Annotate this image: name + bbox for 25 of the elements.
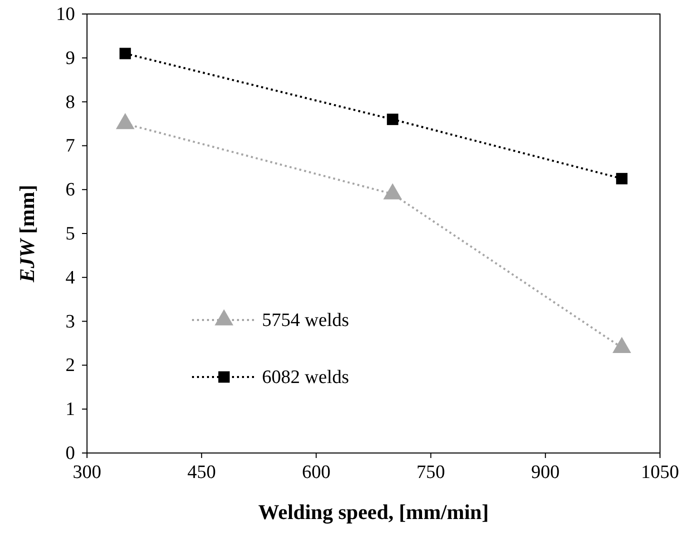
legend-label: 5754 welds — [262, 310, 350, 331]
x-tick-label: 1050 — [641, 462, 679, 483]
y-tick-label: 7 — [66, 136, 75, 157]
y-tick-label: 1 — [66, 399, 75, 420]
legend-label: 6082 welds — [262, 367, 350, 388]
x-tick-label: 750 — [416, 462, 446, 483]
x-tick-label: 600 — [302, 462, 330, 483]
y-tick-label: 9 — [66, 48, 75, 69]
y-tick-label: 3 — [66, 311, 75, 332]
y-tick-label: 0 — [66, 443, 75, 464]
x-tick-label: 900 — [531, 462, 560, 483]
point — [616, 172, 628, 184]
y-tick-label: 2 — [66, 355, 75, 376]
y-tick-label: 4 — [66, 267, 76, 288]
point — [612, 336, 632, 354]
y-tick-label: 10 — [56, 4, 75, 25]
x-tick-label: 300 — [72, 462, 102, 483]
y-tick-label: 8 — [66, 92, 75, 113]
y-tick-label: 5 — [66, 224, 75, 244]
y-tick-label: 6 — [66, 180, 75, 201]
x-axis-title: Welding speed, [mm/min] — [258, 500, 489, 524]
x-tick-label: 450 — [187, 462, 216, 483]
y-axis-title: EJW [mm] — [15, 184, 39, 284]
point — [120, 48, 131, 60]
point — [386, 114, 398, 126]
